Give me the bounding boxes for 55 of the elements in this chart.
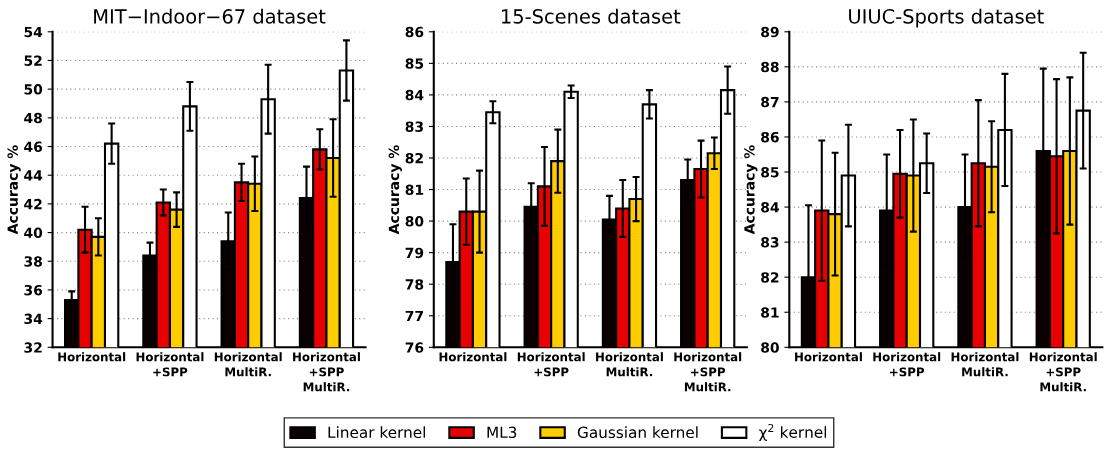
y-tick-label: 52 xyxy=(24,55,42,66)
chart-title: MIT−Indoor−67 dataset xyxy=(94,8,326,24)
y-axis-title: Accuracy % xyxy=(744,145,758,235)
y-tick-label: 78 xyxy=(405,279,424,290)
y-tick-label: 84 xyxy=(761,202,779,213)
y-tick-label: 86 xyxy=(405,26,424,38)
x-tick-label: Horizontal +SPP xyxy=(873,352,941,377)
x-tick-label: Horizontal MultiR. xyxy=(951,352,1019,377)
legend-label: Linear kernel xyxy=(328,426,425,439)
legend-label: χ$^{2}$ kernel xyxy=(759,423,827,441)
y-tick-label: 83 xyxy=(761,237,779,248)
x-tick-label: Horizontal +SPP xyxy=(517,352,585,377)
y-tick-label: 50 xyxy=(24,84,43,95)
x-tick-label: Horizontal xyxy=(439,352,507,362)
y-tick-label: 54 xyxy=(24,26,43,38)
chart-title: UIUC-Sports dataset xyxy=(849,8,1044,28)
y-tick-label: 89 xyxy=(761,26,779,38)
y-tick-label: 85 xyxy=(761,166,779,178)
y-tick-label: 82 xyxy=(761,272,779,283)
y-tick-label: 34 xyxy=(24,313,43,325)
chart-title: 15-Scenes dataset xyxy=(502,8,681,24)
y-tick-label: 38 xyxy=(24,256,42,267)
y-tick-label: 88 xyxy=(761,61,779,73)
y-tick-label: 80 xyxy=(405,216,424,227)
y-tick-label: 87 xyxy=(761,96,779,108)
x-tick-label: Horizontal +SPP MultiR. xyxy=(1029,352,1097,392)
x-tick-label: Horizontal MultiR. xyxy=(596,352,663,377)
x-tick-label: Horizontal +SPP MultiR. xyxy=(293,352,360,392)
y-tick-label: 40 xyxy=(24,227,43,239)
y-axis-title: Accuracy % xyxy=(388,145,402,235)
y-tick-label: 81 xyxy=(761,307,779,318)
y-tick-label: 32 xyxy=(24,342,42,353)
x-tick-label: Horizontal +SPP xyxy=(136,352,204,377)
y-tick-label: 83 xyxy=(405,121,423,132)
y-tick-label: 42 xyxy=(24,198,42,210)
y-tick-label: 48 xyxy=(24,112,42,124)
y-tick-label: 79 xyxy=(405,247,424,259)
legend-label: ML3 xyxy=(487,426,517,439)
y-tick-label: 36 xyxy=(24,284,43,296)
y-tick-label: 46 xyxy=(24,141,43,152)
y-tick-label: 76 xyxy=(405,342,424,353)
y-tick-label: 81 xyxy=(405,184,424,196)
y-tick-label: 84 xyxy=(405,89,424,101)
y-tick-label: 44 xyxy=(24,170,43,181)
y-tick-label: 86 xyxy=(761,131,779,143)
y-tick-label: 82 xyxy=(405,152,423,164)
x-tick-label: Horizontal MultiR. xyxy=(214,352,282,377)
x-tick-label: Horizontal xyxy=(58,352,126,362)
y-tick-label: 80 xyxy=(761,342,779,353)
x-tick-label: Horizontal +SPP MultiR. xyxy=(674,352,742,392)
y-tick-label: 85 xyxy=(405,58,424,69)
x-tick-label: Horizontal xyxy=(795,352,862,362)
legend-label: Gaussian kernel xyxy=(577,426,698,439)
y-axis-title: Accuracy % xyxy=(7,145,21,235)
y-tick-label: 77 xyxy=(405,310,423,322)
